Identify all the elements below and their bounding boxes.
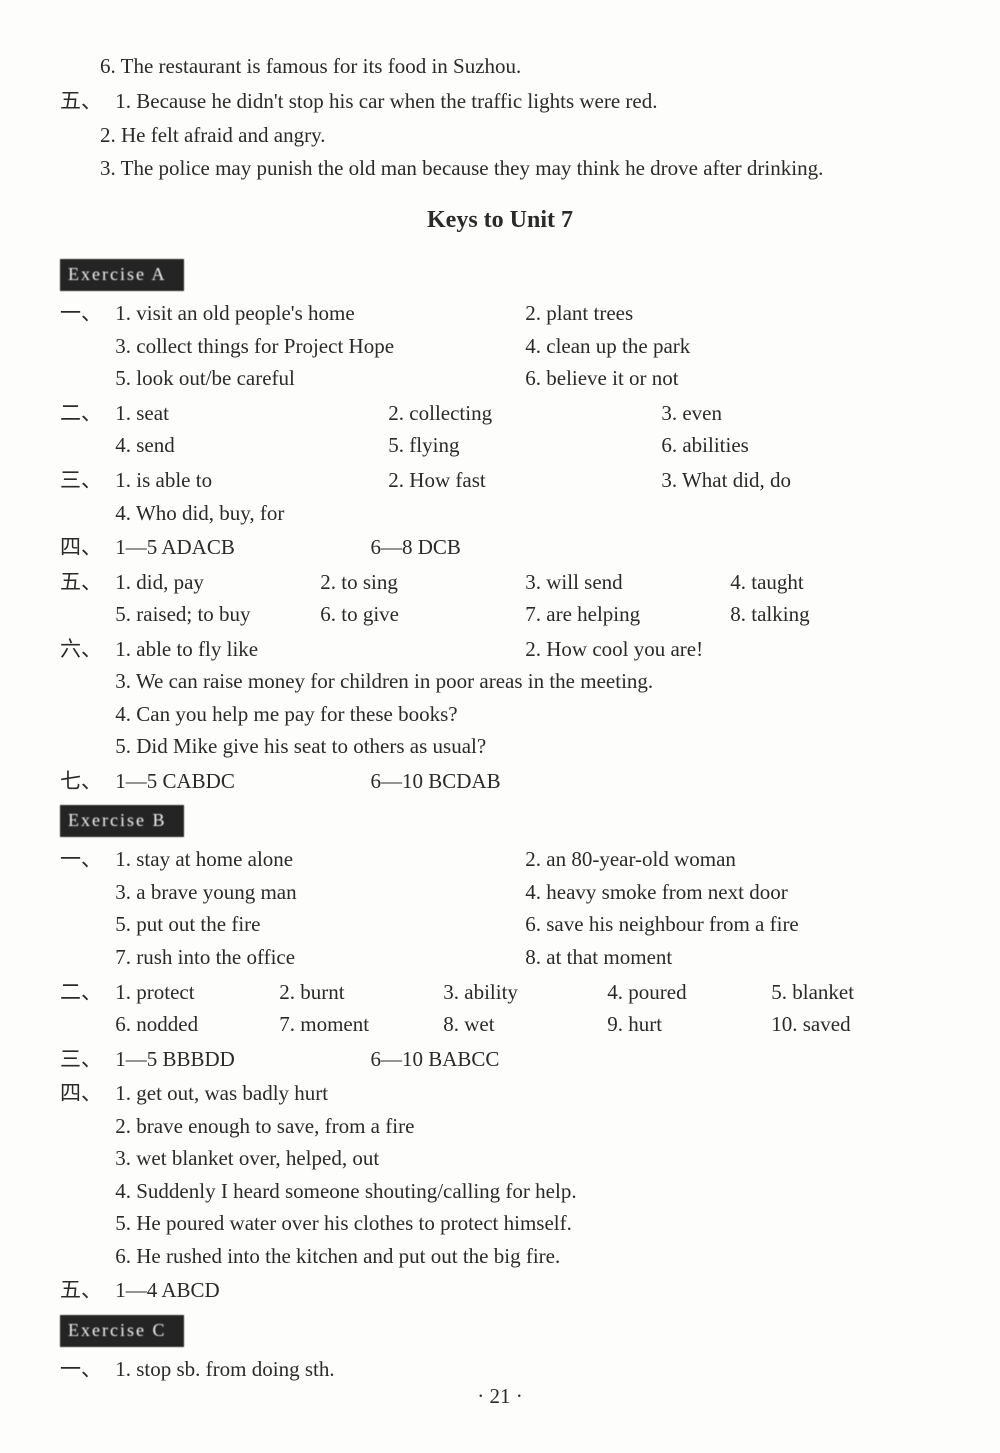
exB-s4: 四、 1. get out, was badly hurt 2. brave e… [60, 1077, 940, 1272]
exB-s1-2: 2. an 80-year-old woman [525, 843, 935, 876]
exA-s1-3: 3. collect things for Project Hope [115, 330, 525, 363]
exA-s5-4: 4. taught [730, 566, 935, 599]
exB-s2: 二、 1. protect 2. burnt 3. ability 4. pou… [60, 976, 940, 1041]
exA-s5-1: 1. did, pay [115, 566, 320, 599]
page-number: · 21 · [0, 1380, 1000, 1413]
exA-s1: 一、 1. visit an old people's home 2. plan… [60, 297, 940, 395]
exB-s3a: 1—5 BBBDD [115, 1043, 365, 1076]
prev-5-2: 2. He felt afraid and angry. [60, 119, 940, 152]
label-san: 三、 [60, 464, 110, 497]
prev-5-3: 3. The police may punish the old man bec… [60, 152, 940, 185]
exB-s1-3: 3. a brave young man [115, 876, 525, 909]
exA-s6-2: 2. How cool you are! [525, 633, 935, 666]
exA-s1-4: 4. clean up the park [525, 330, 935, 363]
unit-title: Keys to Unit 7 [60, 202, 940, 239]
exA-s5: 五、 1. did, pay 2. to sing 3. will send 4… [60, 566, 940, 631]
exB-s1-4: 4. heavy smoke from next door [525, 876, 935, 909]
exA-s1-5: 5. look out/be careful [115, 362, 525, 395]
exB-s5-text: 1—4 ABCD [115, 1278, 219, 1302]
exA-s3-4: 4. Who did, buy, for [115, 497, 935, 530]
exB-s2-5: 5. blanket [771, 976, 935, 1009]
exB-s2-3: 3. ability [443, 976, 607, 1009]
exA-s6-5: 5. Did Mike give his seat to others as u… [115, 730, 935, 763]
exA-s5-6: 6. to give [320, 598, 525, 631]
exA-s2-4: 4. send [115, 429, 388, 462]
exA-s2-6: 6. abilities [661, 429, 934, 462]
exB-s2-7: 7. moment [279, 1008, 443, 1041]
exA-s7b: 6—10 BCDAB [371, 769, 501, 793]
exB-s1-8: 8. at that moment [525, 941, 935, 974]
exB-s2-2: 2. burnt [279, 976, 443, 1009]
exB-s1-1: 1. stay at home alone [115, 843, 525, 876]
exA-s1-6: 6. believe it or not [525, 362, 935, 395]
exercise-a-badge: Exercise A [60, 259, 184, 291]
label-wu: 五、 [60, 566, 110, 599]
exA-s2-2: 2. collecting [388, 397, 661, 430]
exA-s2: 二、 1. seat 2. collecting 3. even 4. send… [60, 397, 940, 462]
exA-s3: 三、 1. is able to 2. How fast 3. What did… [60, 464, 940, 529]
exB-s1-6: 6. save his neighbour from a fire [525, 908, 935, 941]
exA-s6: 六、 1. able to fly like 2. How cool you a… [60, 633, 940, 763]
exercise-c-badge: Exercise C [60, 1315, 184, 1347]
exA-s7: 七、 1—5 CABDC 6—10 BCDAB [60, 765, 940, 798]
section-label-five: 五、 [60, 85, 110, 118]
exA-s6-3: 3. We can raise money for children in po… [115, 665, 935, 698]
exA-s3-1: 1. is able to [115, 464, 388, 497]
exB-s4-2: 2. brave enough to save, from a fire [115, 1110, 935, 1143]
prev-5-1: 1. Because he didn't stop his car when t… [115, 89, 657, 113]
label-si-b: 四、 [60, 1077, 110, 1110]
exA-s1-1: 1. visit an old people's home [115, 297, 525, 330]
exB-s1: 一、 1. stay at home alone 2. an 80-year-o… [60, 843, 940, 973]
exB-s3: 三、 1—5 BBBDD 6—10 BABCC [60, 1043, 940, 1076]
exB-s1-7: 7. rush into the office [115, 941, 525, 974]
exB-s2-8: 8. wet [443, 1008, 607, 1041]
exB-s2-9: 9. hurt [607, 1008, 771, 1041]
exA-s2-5: 5. flying [388, 429, 661, 462]
exB-s4-3: 3. wet blanket over, helped, out [115, 1142, 935, 1175]
exB-s1-5: 5. put out the fire [115, 908, 525, 941]
exC-s1-1: 1. stop sb. from doing sth. [115, 1357, 334, 1381]
exA-s2-3: 3. even [661, 397, 934, 430]
exB-s2-4: 4. poured [607, 976, 771, 1009]
label-qi: 七、 [60, 765, 110, 798]
page: 6. The restaurant is famous for its food… [0, 0, 1000, 1453]
exA-s4: 四、 1—5 ADACB 6—8 DCB [60, 531, 940, 564]
exB-s4-6: 6. He rushed into the kitchen and put ou… [115, 1240, 935, 1273]
exA-s3-2: 2. How fast [388, 464, 661, 497]
exB-s4-5: 5. He poured water over his clothes to p… [115, 1207, 935, 1240]
label-er-b: 二、 [60, 976, 110, 1009]
label-yi: 一、 [60, 297, 110, 330]
label-er: 二、 [60, 397, 110, 430]
exA-s5-2: 2. to sing [320, 566, 525, 599]
exA-s3-3: 3. What did, do [661, 464, 934, 497]
exB-s4-1: 1. get out, was badly hurt [115, 1077, 935, 1110]
exB-s2-1: 1. protect [115, 976, 279, 1009]
exA-s2-1: 1. seat [115, 397, 388, 430]
prev-section-5: 五、 1. Because he didn't stop his car whe… [60, 85, 940, 118]
label-san-b: 三、 [60, 1043, 110, 1076]
exB-s3b: 6—10 BABCC [371, 1047, 500, 1071]
exA-s1-2: 2. plant trees [525, 297, 935, 330]
exB-s2-6: 6. nodded [115, 1008, 279, 1041]
exA-s7a: 1—5 CABDC [115, 765, 365, 798]
exercise-b-badge: Exercise B [60, 805, 184, 837]
label-liu: 六、 [60, 633, 110, 666]
exA-s5-8: 8. talking [730, 598, 935, 631]
exA-s4a: 1—5 ADACB [115, 531, 365, 564]
prev-section-line6: 6. The restaurant is famous for its food… [60, 50, 940, 83]
label-si: 四、 [60, 531, 110, 564]
exB-s4-4: 4. Suddenly I heard someone shouting/cal… [115, 1175, 935, 1208]
exB-s5: 五、 1—4 ABCD [60, 1274, 940, 1307]
exA-s5-5: 5. raised; to buy [115, 598, 320, 631]
label-wu-b: 五、 [60, 1274, 110, 1307]
exB-s2-10: 10. saved [771, 1008, 935, 1041]
exA-s5-3: 3. will send [525, 566, 730, 599]
exA-s4b: 6—8 DCB [371, 535, 461, 559]
exA-s6-4: 4. Can you help me pay for these books? [115, 698, 935, 731]
exA-s6-1: 1. able to fly like [115, 633, 525, 666]
label-yi-b: 一、 [60, 843, 110, 876]
exA-s5-7: 7. are helping [525, 598, 730, 631]
